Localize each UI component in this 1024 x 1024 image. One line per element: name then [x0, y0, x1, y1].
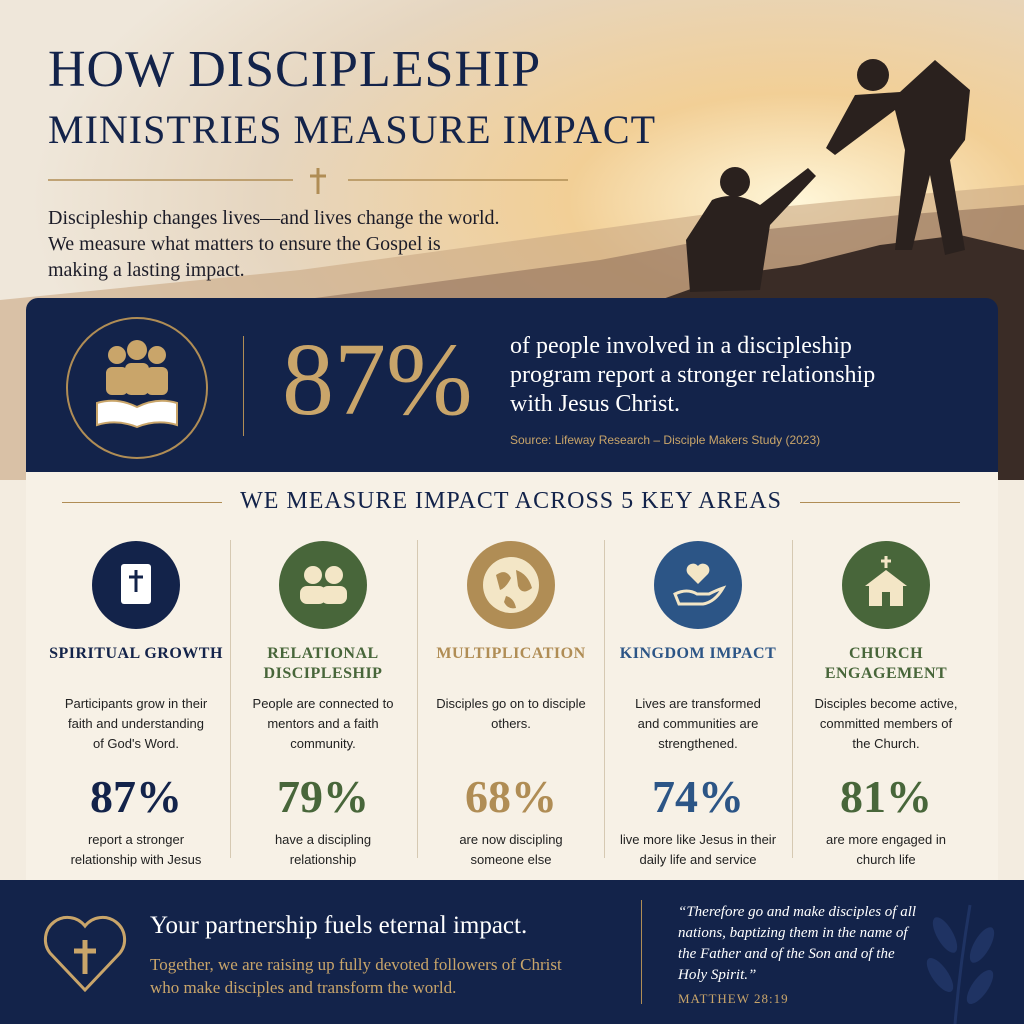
area-title: MULTIPLICATION	[418, 644, 604, 688]
area-title: RELATIONAL DISCIPLESHIP	[230, 644, 416, 688]
footer-subtext: Together, we are raising up fully devote…	[150, 953, 562, 999]
highlight-text: of people involved in a discipleship pro…	[510, 332, 875, 419]
rule	[62, 502, 222, 503]
area-column: KINGDOM IMPACT Lives are transformed and…	[605, 540, 791, 867]
divider	[243, 336, 244, 436]
quote: “Therefore go and make disciples of all …	[678, 902, 916, 986]
title-line: RELATIONAL	[267, 645, 379, 662]
separator	[417, 540, 418, 858]
area-column: MULTIPLICATION Disciples go on to discip…	[418, 540, 604, 867]
separator	[230, 540, 231, 858]
area-caption: are now discipling someone else	[459, 832, 563, 867]
text-line: of people involved in a discipleship	[510, 333, 852, 359]
title-line: HOW DISCIPLESHIP	[48, 41, 542, 98]
highlight-band	[26, 298, 998, 472]
title-line: ENGAGEMENT	[824, 665, 948, 682]
area-stat: 79%	[277, 771, 369, 822]
area-description: Participants grow in their faith and und…	[64, 696, 208, 751]
text-line: program report a stronger relationship	[510, 362, 876, 388]
title-line: CHURCH	[848, 645, 924, 662]
area-column: SPIRITUAL GROWTH Participants grow in th…	[43, 540, 229, 867]
areas-panel	[26, 472, 998, 880]
separator	[604, 540, 605, 858]
text-line: with Jesus Christ.	[510, 391, 681, 417]
area-description: People are connected to mentors and a fa…	[252, 696, 394, 751]
area-stat: 81%	[840, 771, 932, 822]
quote-line: nations, baptizing them in the name of	[678, 925, 908, 941]
title-divider	[48, 168, 568, 194]
area-icon	[842, 541, 930, 629]
area-icon	[92, 541, 180, 629]
area-column: RELATIONAL DISCIPLESHIP People are connec…	[230, 540, 416, 867]
highlight-stat: 87%	[282, 322, 473, 437]
title-line: KINGDOM IMPACT	[619, 645, 777, 662]
area-stat: 68%	[465, 771, 557, 822]
footer-headline: Your partnership fuels eternal impact.	[150, 912, 528, 939]
title-line: MULTIPLICATION	[436, 645, 586, 662]
intro-line: making a lasting impact.	[48, 259, 245, 281]
area-title: CHURCH ENGAGEMENT	[793, 644, 979, 688]
area-icon	[467, 541, 555, 629]
area-description: Disciples go on to disciple others.	[436, 696, 586, 731]
area-caption: report a stronger relationship with Jesu…	[70, 832, 202, 867]
area-title: SPIRITUAL GROWTH	[43, 644, 229, 688]
text-line: who make disciples and transform the wor…	[150, 978, 457, 997]
area-caption: have a discipling relationship	[274, 832, 372, 867]
divider	[641, 900, 642, 1004]
text-line: Together, we are raising up fully devote…	[150, 955, 562, 974]
title-line: SPIRITUAL GROWTH	[49, 645, 223, 662]
title-line: MINISTRIES MEASURE IMPACT	[48, 107, 657, 152]
highlight-icon	[66, 317, 208, 459]
areas-heading: WE MEASURE IMPACT ACROSS 5 KEY AREAS	[240, 488, 782, 514]
footer-band	[0, 880, 1024, 1024]
area-caption: are more engaged in church life	[826, 832, 946, 867]
area-stat: 87%	[90, 771, 182, 822]
area-stat: 74%	[652, 771, 744, 822]
source: Source: Lifeway Research – Disciple Make…	[510, 433, 821, 447]
leaf-decoration	[926, 904, 995, 1024]
area-title: KINGDOM IMPACT	[605, 644, 791, 688]
area-icon	[654, 541, 742, 629]
area-description: Lives are transformed and communities ar…	[635, 696, 761, 751]
area-caption: live more like Jesus in their daily life…	[619, 832, 777, 867]
quote-line: the Father and of the Son and of the	[678, 946, 895, 962]
heart-icon	[43, 915, 127, 993]
area-icon	[279, 541, 367, 629]
intro: Discipleship changes lives—and lives cha…	[48, 205, 500, 283]
separator	[792, 540, 793, 858]
area-description: Disciples become active, committed membe…	[814, 696, 958, 751]
title-line: DISCIPLESHIP	[263, 665, 383, 682]
quote-line: Holy Spirit.”	[678, 967, 757, 983]
intro-line: Discipleship changes lives—and lives cha…	[48, 207, 500, 229]
quote-reference: MATTHEW 28:19	[678, 991, 789, 1006]
area-column: CHURCH ENGAGEMENT Disciples become active…	[793, 540, 979, 867]
intro-line: We measure what matters to ensure the Go…	[48, 233, 441, 255]
quote-line: “Therefore go and make disciples of all	[678, 904, 917, 920]
rule	[800, 502, 960, 503]
